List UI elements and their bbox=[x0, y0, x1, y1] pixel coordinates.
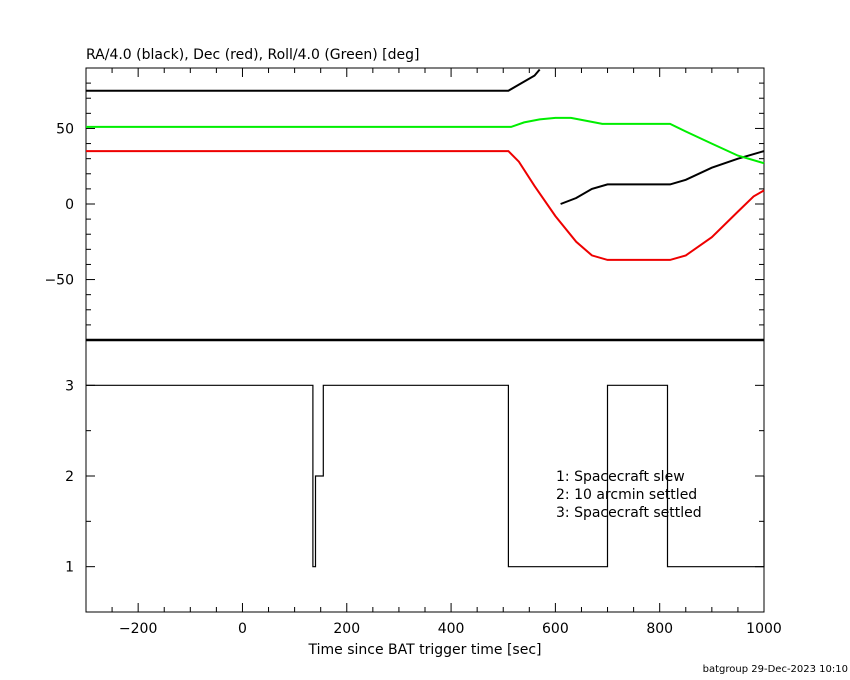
top-axis-ticks bbox=[85, 68, 765, 326]
legend-entry-3: 3: Spacecraft settled bbox=[556, 505, 702, 521]
bottom-ytick-label: 1 bbox=[65, 560, 74, 576]
xtick-labels: −200 0 200 400 600 800 1000 bbox=[119, 621, 782, 637]
bottom-ytick-label: 2 bbox=[65, 469, 74, 485]
status-step-line-1 bbox=[86, 384, 765, 568]
xtick-label: −200 bbox=[119, 621, 157, 637]
legend-entry-1: 1: Spacecraft slew bbox=[556, 469, 685, 485]
top-ytick-label: 50 bbox=[56, 121, 74, 137]
xtick-label: 800 bbox=[646, 621, 673, 637]
xtick-label: 200 bbox=[333, 621, 360, 637]
top-series-line-3 bbox=[86, 116, 765, 165]
top-series-line-4 bbox=[86, 150, 765, 261]
xtick-label: 600 bbox=[542, 621, 569, 637]
xtick-label: 1000 bbox=[746, 621, 782, 637]
top-ytick-label: 0 bbox=[65, 197, 74, 213]
top-ytick-label: −50 bbox=[44, 273, 74, 289]
x-axis-label: Time since BAT trigger time [sec] bbox=[308, 642, 542, 658]
bottom-series-group bbox=[86, 384, 765, 568]
bottom-ytick-labels: 3 2 1 bbox=[65, 378, 74, 575]
top-chart-title: RA/4.0 (black), Dec (red), Roll/4.0 (Gre… bbox=[86, 47, 419, 63]
top-plot-frame bbox=[85, 67, 765, 341]
legend-entry-2: 2: 10 arcmin settled bbox=[556, 487, 697, 503]
xtick-label: 0 bbox=[238, 621, 247, 637]
top-series-group bbox=[86, 68, 765, 261]
xtick-label: 400 bbox=[438, 621, 465, 637]
top-series-line-2 bbox=[560, 150, 765, 205]
bottom-ytick-label: 3 bbox=[65, 378, 74, 394]
top-series-line-1 bbox=[86, 68, 541, 92]
top-ytick-labels: 50 0 −50 bbox=[44, 121, 74, 288]
footer-credit: batgroup 29-Dec-2023 10:10 bbox=[703, 664, 848, 675]
